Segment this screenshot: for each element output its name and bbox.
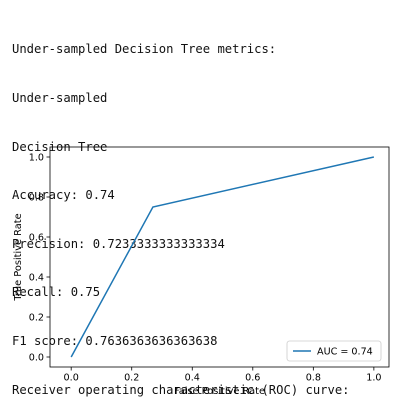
- x-tick-label: 0.8: [306, 373, 321, 384]
- y-tick-label: 0.0: [29, 352, 44, 363]
- y-tick-label: 0.2: [29, 312, 44, 323]
- y-tick-label: 0.6: [29, 232, 44, 243]
- plot-area: 0.0 0.2 0.4 0.6 0.8 1.0 0.0 0.2 0.4 0.6 0.8 1.0 AUC …: [29, 147, 389, 384]
- y-tick-label: 0.8: [29, 192, 44, 203]
- roc-chart: 0.0 0.2 0.4 0.6 0.8 1.0 0.0 0.2 0.4 0.6 0.8 1.0 AUC …: [0, 0, 402, 405]
- x-tick-label: 0.4: [185, 373, 200, 384]
- y-axis-label: True Positive Rate: [13, 213, 24, 301]
- y-tick-label: 1.0: [29, 152, 44, 163]
- roc-curve-line: [71, 157, 374, 357]
- legend-label: AUC = 0.74: [317, 347, 373, 358]
- x-tick-label: 1.0: [366, 373, 381, 384]
- x-tick-label: 0.0: [64, 373, 79, 384]
- y-tick-label: 0.4: [29, 272, 44, 283]
- x-tick-label: 0.2: [124, 373, 139, 384]
- axes-frame: [50, 147, 389, 367]
- x-axis-label: False Positive Rate: [174, 386, 265, 397]
- x-tick-label: 0.6: [245, 373, 260, 384]
